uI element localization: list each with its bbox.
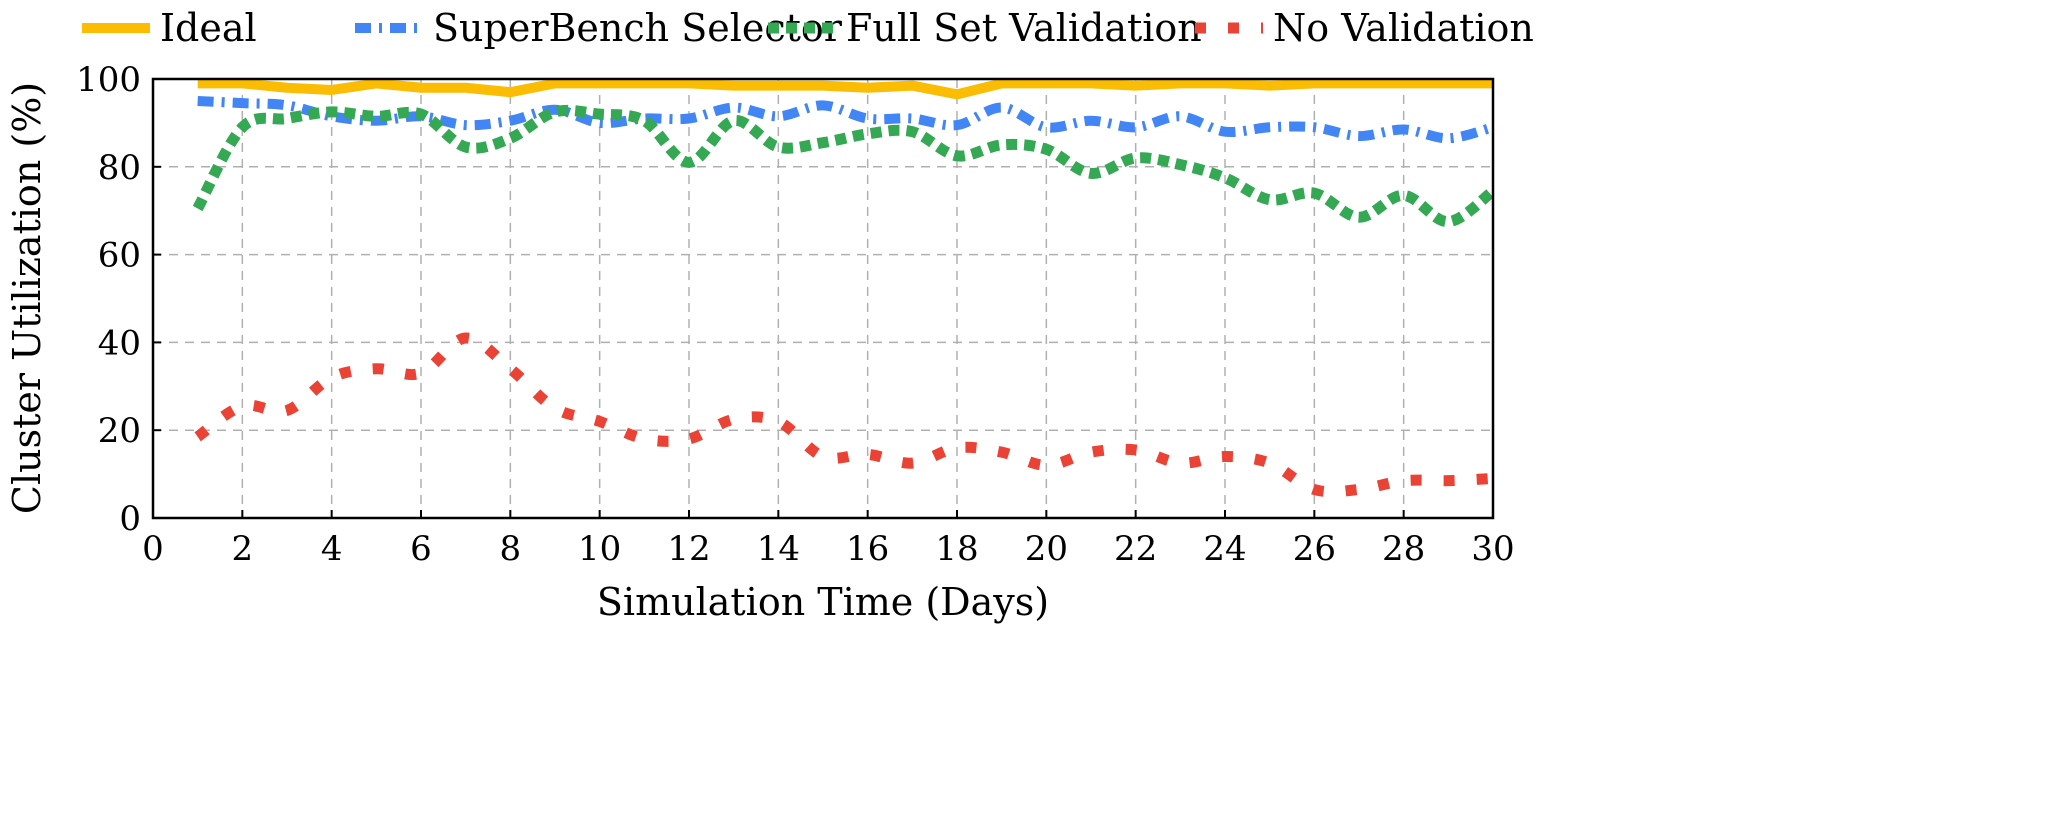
legend-item: Ideal: [82, 6, 257, 50]
x-tick-label: 20: [1025, 529, 1068, 569]
legend: Ideal SuperBench Selector Full Set Validat…: [82, 6, 1534, 50]
x-tick-label: 30: [1471, 529, 1514, 569]
x-tick-label: 22: [1114, 529, 1157, 569]
legend-label: Ideal: [160, 6, 257, 50]
series-line-0: [197, 78, 1493, 100]
series-line-1: [197, 95, 1495, 144]
x-tick-label: 4: [321, 529, 343, 569]
x-tick-label: 6: [410, 529, 432, 569]
legend-item: No Validation: [1195, 6, 1534, 50]
plot-frame: [151, 77, 1495, 520]
x-tick-label: 24: [1203, 529, 1246, 569]
y-tick-label: 40: [98, 323, 141, 363]
x-tick-label: 16: [846, 529, 889, 569]
y-tick-label: 100: [76, 60, 141, 100]
x-tick-label: 28: [1382, 529, 1425, 569]
x-tick-label: 0: [142, 529, 164, 569]
x-tick-label: 26: [1293, 529, 1336, 569]
series-line-3: [194, 332, 1494, 498]
y-tick-label: 0: [119, 499, 141, 539]
x-tick-label: 8: [500, 529, 522, 569]
x-tick-label: 18: [935, 529, 978, 569]
x-tick-label: 2: [232, 529, 254, 569]
x-tick-label: 10: [578, 529, 621, 569]
y-tick-label: 80: [98, 148, 141, 188]
legend-label: SuperBench Selector: [433, 6, 843, 50]
legend-item: Full Set Validation: [768, 6, 1202, 50]
y-tick-label: 20: [98, 411, 141, 451]
x-axis-label: Simulation Time (Days): [597, 580, 1049, 624]
series-lines: [192, 78, 1497, 498]
legend-label: No Validation: [1273, 6, 1534, 50]
y-axis-label: Cluster Utilization (%): [5, 82, 49, 514]
x-axis-ticks: 0 2 4 6 8 10 12 14 16 18 20 22 24 26 28 30: [142, 510, 1515, 569]
x-tick-label: 12: [667, 529, 710, 569]
legend-label: Full Set Validation: [846, 6, 1202, 50]
y-tick-label: 60: [98, 236, 141, 276]
y-axis-ticks: 0 20 40 60 80 100: [76, 60, 161, 539]
x-tick-label: 14: [757, 529, 800, 569]
